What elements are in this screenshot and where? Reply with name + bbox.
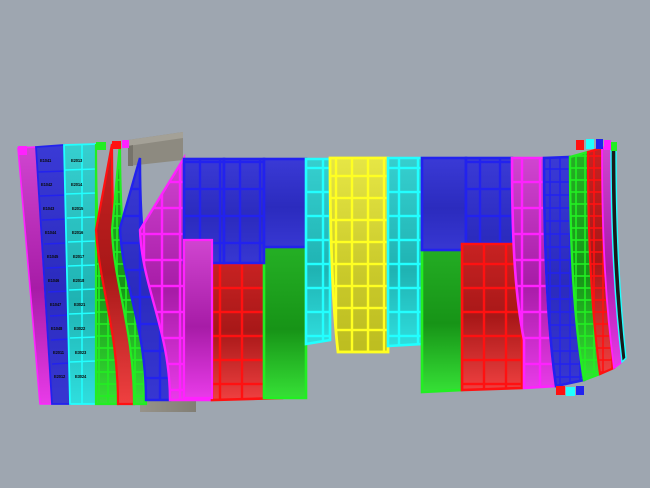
svg-text:E2011: E2011 — [53, 350, 65, 355]
svg-text:E2016: E2016 — [72, 230, 84, 235]
band-cyan-1-mesh — [306, 159, 330, 344]
svg-text:E1047: E1047 — [50, 302, 62, 307]
band-blue-3[interactable] — [262, 157, 308, 249]
leg-right-blue-mesh — [544, 157, 584, 386]
svg-text:E2015: E2015 — [72, 206, 84, 211]
svg-text:E1048: E1048 — [51, 326, 63, 331]
svg-text:E1043: E1043 — [43, 206, 55, 211]
top-abutment-block — [128, 132, 183, 166]
svg-text:E3021: E3021 — [74, 302, 86, 307]
svg-text:E2013: E2013 — [71, 158, 83, 163]
right-leg[interactable] — [510, 144, 627, 390]
panel-cyan-mesh — [64, 145, 97, 404]
band-green-lower-left[interactable] — [262, 244, 308, 400]
main-span[interactable] — [182, 156, 524, 400]
svg-text:E2012: E2012 — [54, 374, 66, 379]
band-cyan-2-mesh — [388, 158, 422, 346]
leg-right-cyan-edge[interactable] — [610, 144, 627, 364]
leg-left-blue-mesh — [120, 158, 170, 400]
svg-text:E2018: E2018 — [73, 278, 85, 283]
svg-text:E2017: E2017 — [73, 254, 85, 259]
left-haunch-panel[interactable]: E1041 E1042 E1043 E1044 E1045 E1046 E104… — [17, 143, 141, 405]
svg-text:E2014: E2014 — [71, 182, 83, 187]
band-green-lower-right[interactable] — [420, 238, 464, 394]
band-magenta-lower-left[interactable] — [182, 238, 214, 400]
svg-text:E1046: E1046 — [48, 278, 60, 283]
band-blue-2-mesh — [224, 159, 264, 263]
band-blue-4[interactable] — [420, 156, 468, 252]
leg-right-magenta-mesh — [512, 158, 556, 388]
svg-text:E1042: E1042 — [41, 182, 53, 187]
right-top-edge-pips — [576, 139, 617, 151]
leg-right-red-mesh — [588, 148, 614, 374]
svg-text:E3023: E3023 — [75, 350, 87, 355]
svg-text:E3022: E3022 — [74, 326, 86, 331]
svg-text:E1045: E1045 — [47, 254, 59, 259]
svg-text:E1044: E1044 — [45, 230, 57, 235]
svg-text:E3024: E3024 — [75, 374, 87, 379]
band-red-lower-right-mesh — [462, 244, 522, 390]
left-top-edge-pips — [18, 140, 129, 155]
leg-left-green2-mesh — [112, 143, 146, 404]
svg-text:E1041: E1041 — [40, 158, 52, 163]
panel-blue-mesh — [37, 170, 71, 365]
right-bottom-edge-pips — [556, 386, 584, 396]
band-yellow-center-mesh — [330, 158, 388, 352]
leg-right-green-mesh — [570, 152, 600, 380]
